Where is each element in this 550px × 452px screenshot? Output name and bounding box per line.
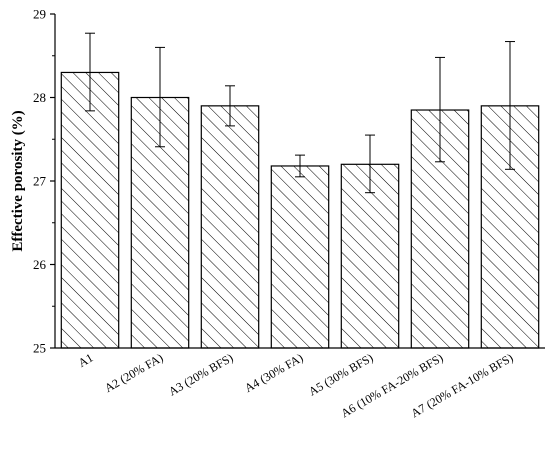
category-label-4: A4 (30% FA)	[242, 350, 305, 395]
y-tick-label-26: 26	[33, 257, 47, 272]
error-bar-3	[225, 85, 235, 127]
error-bar-4	[295, 154, 305, 178]
bar-3	[200, 105, 260, 349]
category-label-2: A2 (20% FA)	[102, 350, 165, 395]
y-tick-label-27: 27	[33, 174, 47, 189]
bars-layer	[60, 71, 540, 349]
category-labels-layer: A1 A2 (20% FA) A3 (20% BFS) A4 (30% FA) A5 (…	[76, 350, 516, 420]
error-bar-5	[365, 134, 375, 194]
category-label-3: A3 (20% BFS)	[166, 350, 235, 398]
y-tick-label-28: 28	[33, 90, 46, 105]
error-bar-1	[85, 32, 95, 112]
bar-5	[340, 163, 400, 349]
bar-1	[60, 71, 120, 349]
error-bar-6	[435, 56, 445, 163]
error-bar-7	[505, 41, 515, 170]
error-bar-2	[155, 46, 165, 148]
y-tick-label-29: 29	[33, 7, 46, 22]
category-label-5: A5 (30% BFS)	[306, 350, 375, 398]
category-label-1: A1	[76, 350, 96, 369]
y-ticks-layer: 25 26 27 28 29	[33, 7, 55, 356]
y-tick-label-25: 25	[33, 341, 46, 356]
bar-4	[270, 165, 330, 349]
error-bars-layer	[85, 32, 515, 194]
y-axis-title: Effective porosity (%)	[10, 110, 26, 251]
